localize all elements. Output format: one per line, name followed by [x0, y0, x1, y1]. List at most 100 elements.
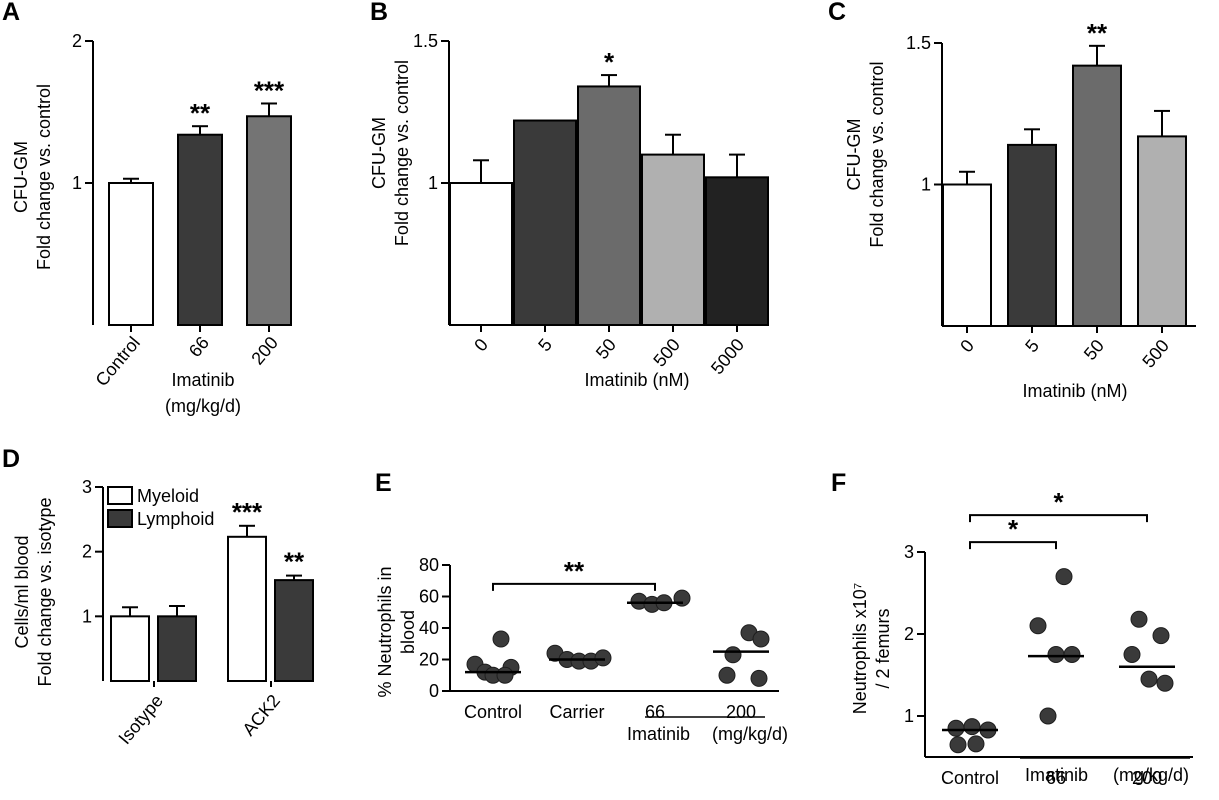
panel-e-y-tick-label: 40	[419, 618, 439, 638]
panel-b-bar-50	[577, 85, 641, 326]
panel-e-significance-bracket	[492, 582, 656, 591]
panel-f-point-66	[1029, 617, 1047, 635]
panel-f-point-Control	[949, 736, 967, 754]
panel-b-y-tick-label: 1.5	[413, 31, 438, 51]
panel-e-point-200	[724, 646, 742, 664]
panel-d-y-tick-label: 2	[82, 542, 92, 562]
panel-b-x-tick-label: 500	[649, 335, 684, 371]
panel-b-x-axis-label: Imatinib (nM)	[584, 370, 689, 390]
panel-label-e: E	[375, 469, 392, 497]
panel-a-x-tick-label: Control	[91, 333, 144, 390]
panel-b-y-axis-label: Fold change vs. control	[392, 60, 412, 246]
panel-f-point-200	[1140, 670, 1158, 688]
panel-e-y-tick-label: 60	[419, 587, 439, 607]
panel-d-x-tick-label: ACK2	[239, 691, 285, 740]
panel-f-point-200	[1156, 674, 1174, 692]
panel-c-x-tick-label: 0	[956, 336, 978, 357]
panel-a-chart: 1 2 CFU-GM Fold change vs. control Control **…	[11, 31, 292, 416]
panel-d-y-tick-label: 3	[82, 477, 92, 497]
panel-e-x-tick-label: Carrier	[549, 702, 604, 722]
panel-b-x-tick-label: 0	[470, 335, 492, 356]
panel-b-x-tick-label: 50	[592, 335, 620, 363]
panel-f-point-66	[1063, 646, 1081, 663]
panel-f-point-Control	[963, 718, 981, 736]
panel-a-x-tick-label: 200	[247, 333, 282, 369]
panel-f-significance: *	[1053, 487, 1064, 517]
panel-d-bar-myeloid	[227, 535, 267, 682]
panel-c-x-tick-label: 50	[1080, 336, 1108, 364]
panel-f-significance-bracket	[969, 541, 1057, 550]
panel-c-x-tick-label: 500	[1138, 336, 1173, 372]
panel-e-y-axis-label: % Neutrophils in	[375, 566, 395, 697]
panel-b-bar-5	[513, 119, 577, 326]
panel-f-y-tick-label: 2	[904, 624, 914, 644]
panel-f-y-axis-label: Neutrophils x10⁷	[850, 583, 870, 715]
panel-d-x-tick-label: Isotype	[114, 691, 167, 748]
panel-c-chart: 1 1.5 CFU-GM Fold change vs. control 0 5 ** 50 5…	[844, 18, 1196, 401]
panel-label-f: F	[831, 469, 846, 497]
panel-a-bar-200	[246, 115, 292, 327]
panel-label-a: A	[2, 0, 20, 26]
panel-d-legend-swatch-myeloid	[107, 486, 133, 505]
panel-f-point-200	[1130, 610, 1148, 628]
panel-b-x-tick-label: 5	[534, 335, 556, 356]
panel-a-y-tick-label: 1	[72, 173, 82, 193]
panel-c-x-axis-label: Imatinib (nM)	[1022, 381, 1127, 401]
panel-d-legend-label-lymphoid: Lymphoid	[137, 509, 214, 529]
panel-e-point-Carrier	[594, 649, 612, 667]
panel-c-bar-50	[1072, 64, 1122, 327]
panel-f-point-200	[1152, 627, 1170, 645]
panel-b-y-axis-label: CFU-GM	[369, 117, 389, 189]
panel-f-chart: 1 2 3 Neutrophils x10⁷/ 2 femurs Control 66 20…	[850, 487, 1193, 788]
panel-f-point-66	[1039, 707, 1057, 725]
panel-e-y-axis-label: blood	[398, 610, 418, 654]
panel-f-significance-bracket	[969, 514, 1148, 523]
panel-c-bar-0	[942, 183, 992, 327]
panel-f-x-tick-label: 200	[1132, 768, 1162, 788]
panel-c-y-axis-label: CFU-GM	[844, 119, 864, 191]
panel-d-bar-lymphoid	[274, 579, 314, 682]
panel-f-point-66	[1047, 646, 1065, 663]
panel-e-y-tick-label: 80	[419, 555, 439, 575]
panel-c-significance: **	[1087, 18, 1108, 48]
panel-b-bar-0	[449, 182, 513, 326]
panel-a-x-tick-label: 66	[185, 333, 213, 361]
panel-f-significance: *	[1008, 514, 1019, 544]
panel-a-significance: ***	[254, 75, 285, 105]
panel-b-x-tick-label: 5000	[707, 335, 748, 379]
panel-d-legend-swatch-lymphoid	[107, 509, 133, 528]
panel-label-c: C	[828, 0, 846, 26]
panel-e-point-200	[752, 630, 770, 648]
panel-e-x-tick-label: Control	[464, 702, 522, 722]
panel-d-bar-myeloid	[110, 615, 150, 682]
panel-e-y-tick-label: 20	[419, 650, 439, 670]
panel-c-bar-500	[1137, 135, 1187, 327]
panel-d-significance: **	[284, 547, 305, 577]
panel-d-legend-label-myeloid: Myeloid	[137, 486, 199, 506]
panel-a-x-axis-label: (mg/kg/d)	[165, 396, 241, 416]
panel-d-bar-lymphoid	[157, 615, 197, 682]
panel-f-point-Control	[967, 735, 985, 753]
panel-e-x-tick-label: 66	[645, 702, 665, 722]
panel-c-x-tick-label: 5	[1021, 336, 1043, 357]
panel-d-y-axis-label: Cells/ml blood	[12, 535, 32, 648]
panel-e-significance: **	[564, 556, 585, 586]
panel-c-bar-5	[1007, 143, 1057, 327]
panel-e-point-200	[718, 666, 736, 684]
panel-c-y-tick-label: 1	[921, 175, 931, 195]
panel-f-y-axis-label: / 2 femurs	[873, 608, 893, 688]
panel-b-y-tick-label: 1	[428, 173, 438, 193]
panel-e-x-tick-label: 200	[726, 702, 756, 722]
panel-a-bar-66	[177, 133, 223, 326]
panel-f-x-tick-label: Control	[941, 768, 999, 788]
panel-e-group-unit: (mg/kg/d)	[712, 724, 788, 744]
panel-b-significance: *	[604, 47, 615, 77]
panel-e-point-200	[750, 669, 768, 687]
panel-e-chart: 0 20 40 60 80 % Neutrophils in blood Control Car…	[375, 555, 788, 744]
panel-f-point-Control	[947, 719, 965, 737]
panel-f-group-label: Imatinib	[1025, 765, 1088, 785]
panel-b-chart: 1 1.5 CFU-GM Fold change vs. control 0 5 * 50 50…	[369, 31, 769, 390]
panel-f-y-tick-label: 1	[904, 706, 914, 726]
panel-f-x-tick-label: 66	[1046, 768, 1066, 788]
